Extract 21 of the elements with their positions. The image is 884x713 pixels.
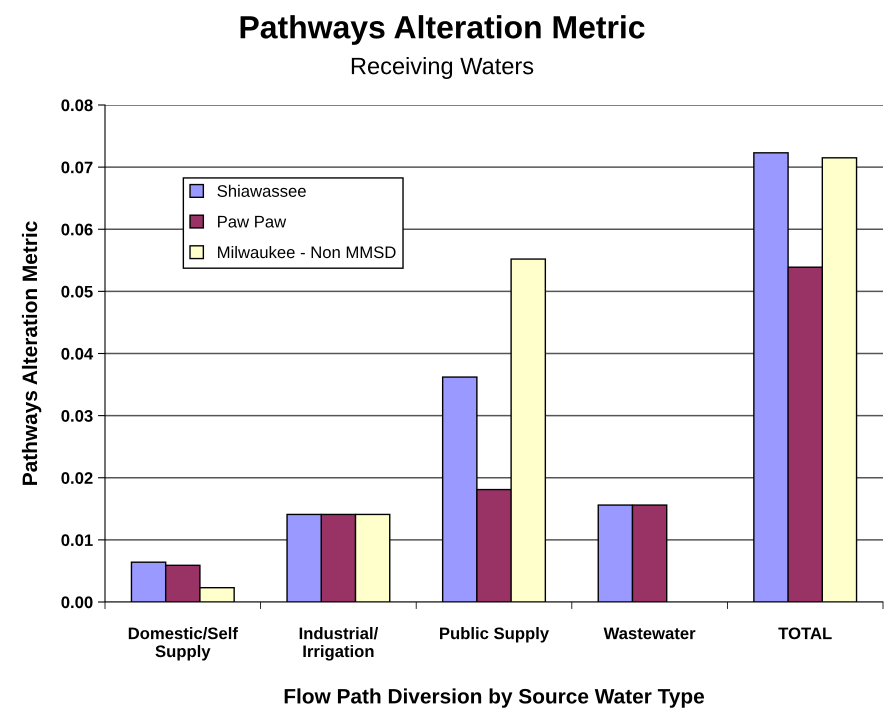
y-tick-label: 0.02 bbox=[61, 472, 93, 484]
y-tick-label: 0.00 bbox=[61, 596, 93, 608]
y-tick-label: 0.07 bbox=[61, 162, 92, 174]
y-tick-label: 0.06 bbox=[61, 224, 93, 236]
x-tick-label: TOTAL bbox=[778, 627, 832, 640]
y-tick-label: 0.08 bbox=[61, 99, 93, 112]
y-tick-label: 0.05 bbox=[61, 286, 93, 298]
chart-title: Pathways Alteration Metric bbox=[240, 15, 645, 45]
x-tick-label: Wastewater bbox=[604, 628, 696, 640]
x-axis-title: Flow Path Diversion by Source Water Type bbox=[284, 688, 704, 708]
x-tick-label: Industrial/ Irrigation bbox=[300, 627, 378, 661]
x-tick-label: Public Supply bbox=[440, 627, 550, 643]
y-tick-label: 0.01 bbox=[61, 534, 93, 546]
legend-label: Shiawassee bbox=[217, 184, 306, 197]
y-tick-label: 0.04 bbox=[61, 348, 94, 360]
y-tick-label: 0.03 bbox=[61, 410, 93, 422]
legend-label: Paw Paw bbox=[218, 216, 286, 228]
chart-subtitle: Receiving Waters bbox=[352, 56, 534, 80]
legend-label: Milwaukee - Non MMSD bbox=[218, 246, 396, 258]
x-tick-label: Domestic/Self Supply bbox=[128, 627, 238, 660]
y-axis-title: Pathways Alteration Metric bbox=[22, 221, 42, 485]
